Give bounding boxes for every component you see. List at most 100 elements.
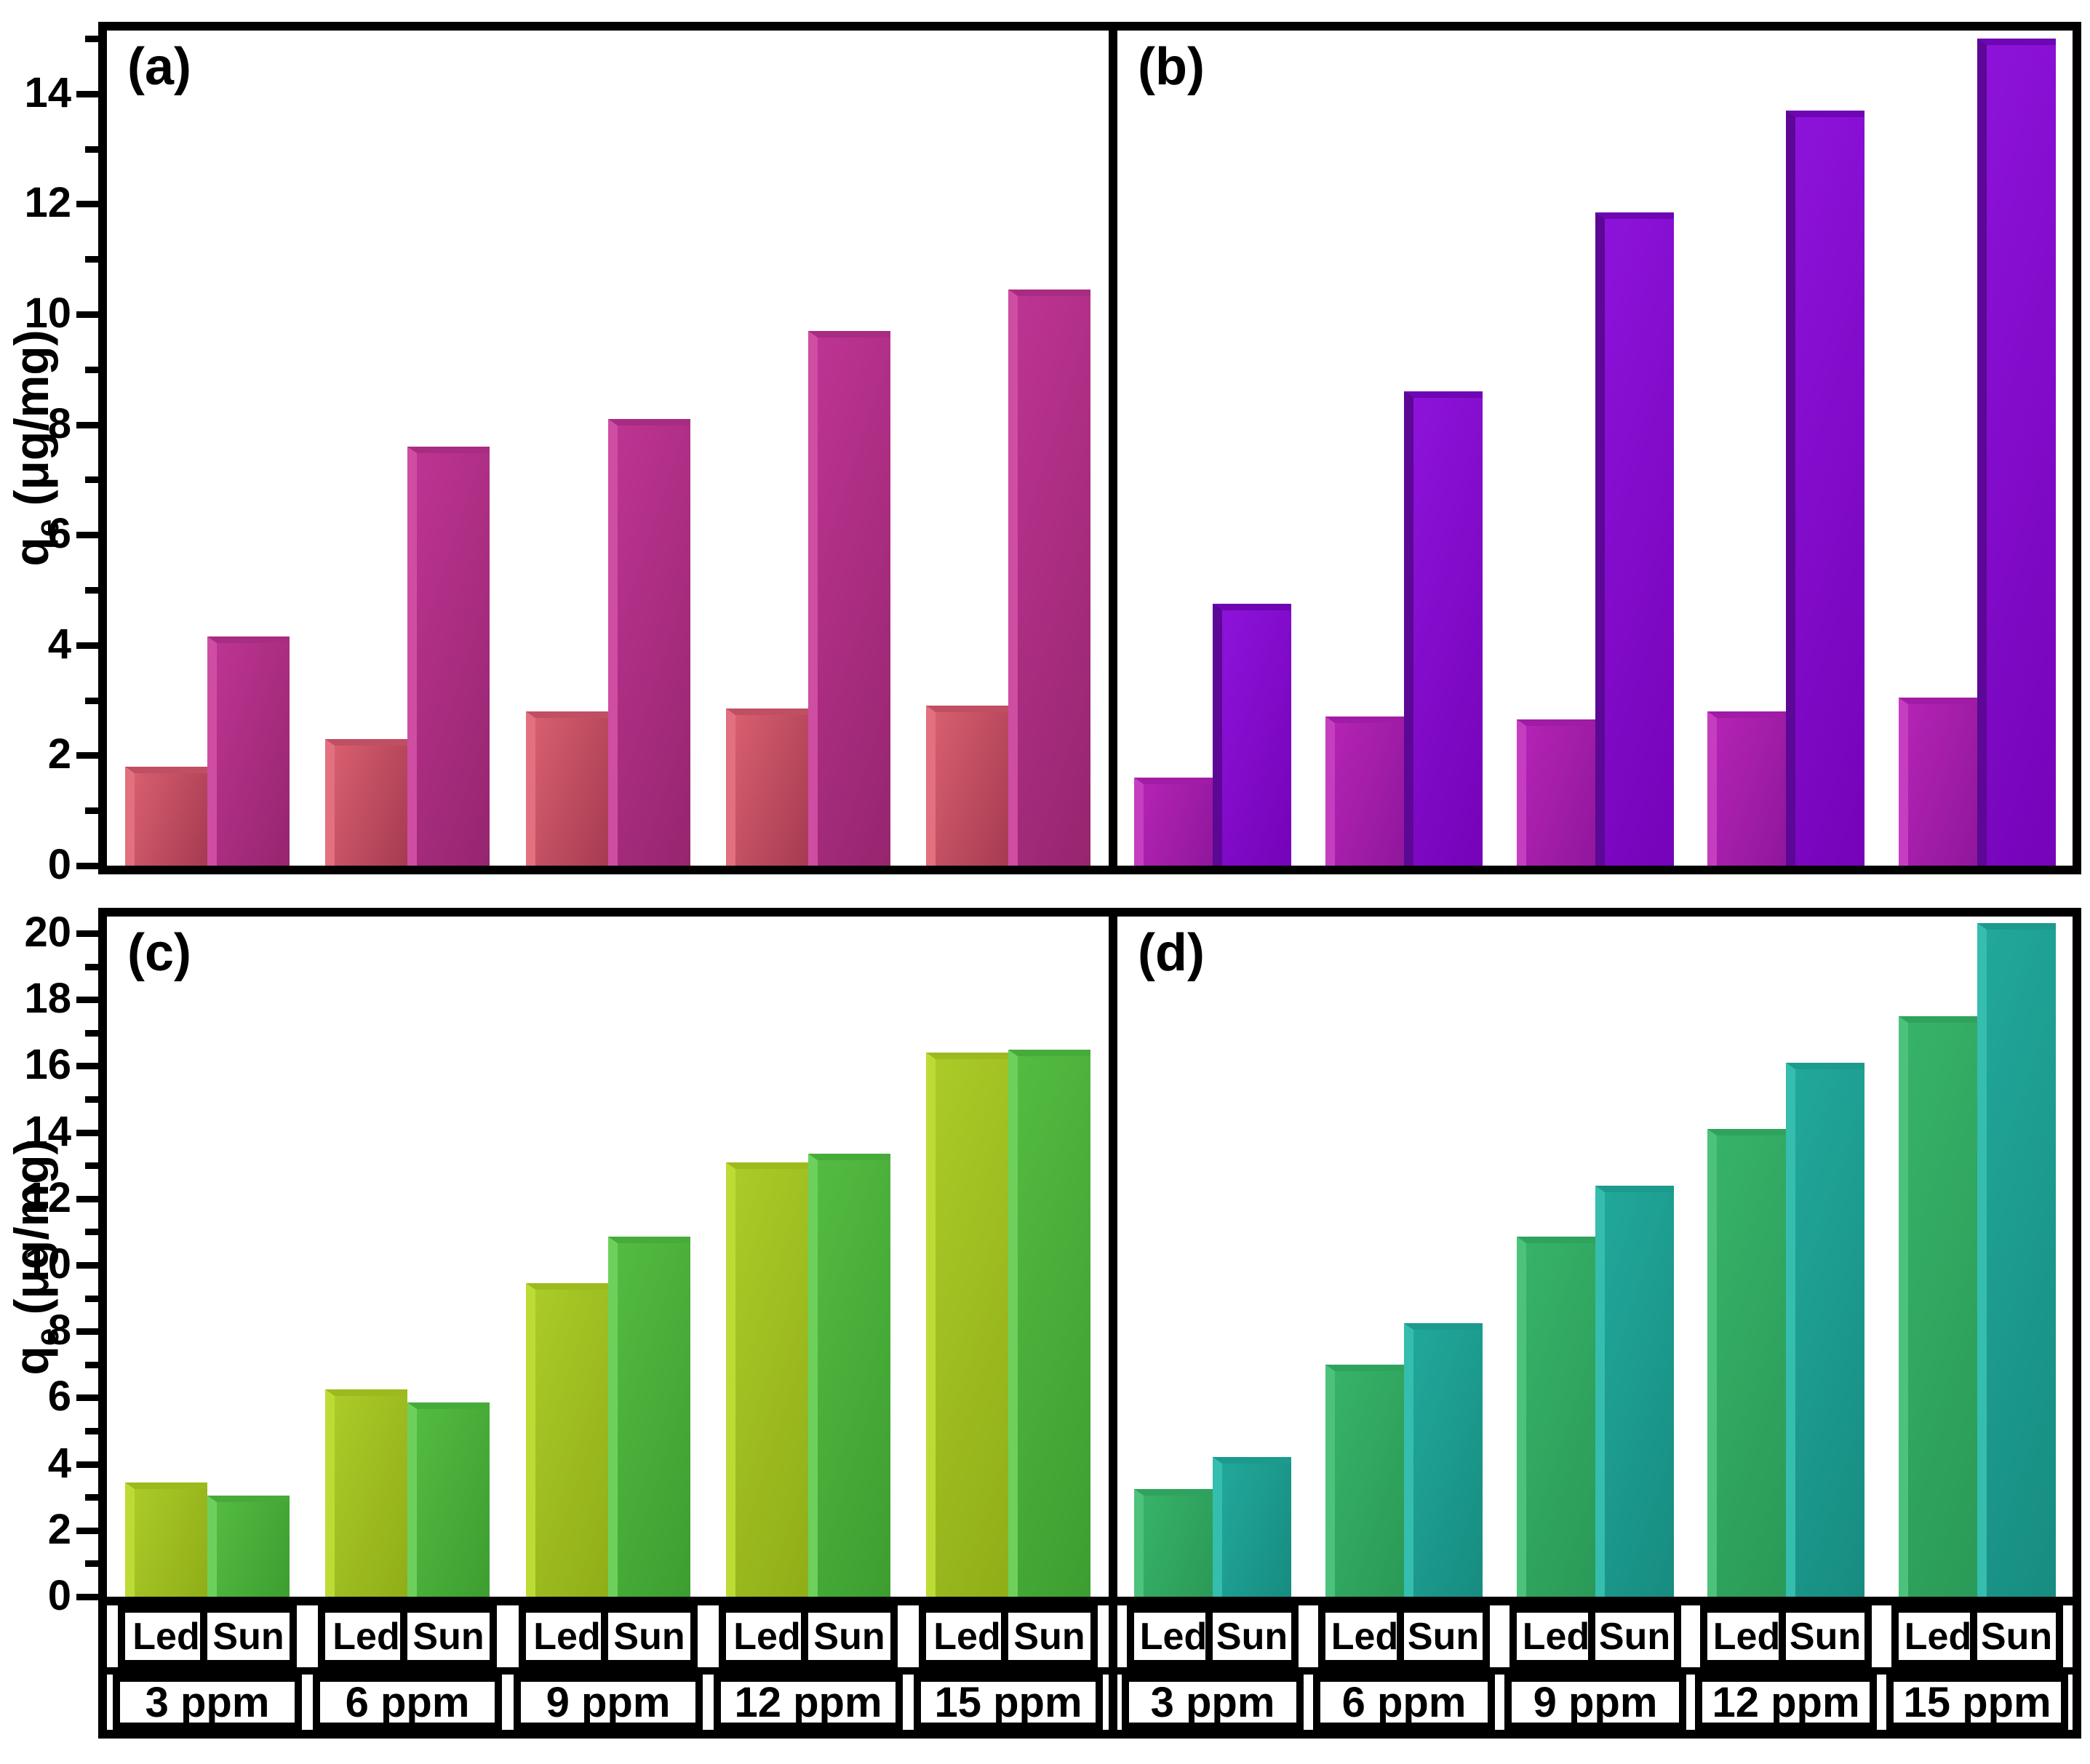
bar-c-led-9ppm	[525, 1283, 608, 1597]
bar-d-sun-15ppm	[1977, 923, 2056, 1597]
bar-c-led-15ppm	[926, 1053, 1009, 1597]
bar-c-led-6ppm	[325, 1389, 408, 1597]
sublabel-cell-d-6ppm-led: Led	[1318, 1605, 1411, 1667]
ytick-label-top_row-10: 10	[24, 290, 71, 337]
bar-b-led-9ppm	[1516, 719, 1595, 866]
ytick-label-top_row-12: 12	[24, 179, 71, 227]
group-cell-c-9ppm: 9 ppm	[514, 1675, 703, 1730]
ytick-major-top_row-14	[76, 90, 98, 97]
sublabel-cell-d-3ppm-sun: Sun	[1205, 1605, 1299, 1667]
panel-letter-b: (b)	[1138, 38, 1205, 96]
ytick-minor-top_row-15	[85, 36, 98, 42]
sublabel-cell-c-12ppm-sun: Sun	[801, 1605, 898, 1667]
sublabel-cell-d-12ppm-led: Led	[1700, 1605, 1793, 1667]
ytick-major-bottom_row-20	[76, 930, 98, 937]
ytick-minor-bottom_row-13	[85, 1162, 98, 1170]
ytick-minor-bottom_row-7	[85, 1361, 98, 1368]
ytick-minor-top_row-1	[85, 807, 98, 815]
ytick-major-bottom_row-16	[76, 1063, 98, 1070]
ytick-label-bottom_row-14: 14	[24, 1107, 71, 1155]
ytick-major-top_row-0	[76, 863, 98, 869]
bar-b-led-6ppm	[1325, 717, 1404, 866]
ytick-major-bottom_row-10	[76, 1262, 98, 1269]
ytick-major-bottom_row-6	[76, 1394, 98, 1402]
ytick-label-bottom_row-4: 4	[47, 1439, 71, 1487]
bar-c-sun-3ppm	[207, 1496, 290, 1597]
group-cell-c-15ppm: 15 ppm	[914, 1675, 1103, 1730]
bar-a-led-9ppm	[525, 711, 608, 866]
ytick-minor-bottom_row-5	[85, 1428, 98, 1434]
ytick-minor-top_row-7	[85, 476, 98, 484]
ytick-minor-bottom_row-15	[85, 1096, 98, 1103]
ytick-label-bottom_row-18: 18	[24, 975, 71, 1023]
bar-c-sun-12ppm	[807, 1154, 890, 1597]
bottom-x-axis-line	[98, 1597, 2081, 1605]
sublabel-cell-c-3ppm-sun: Sun	[200, 1605, 297, 1667]
bar-d-led-12ppm	[1707, 1129, 1787, 1597]
bar-c-sun-15ppm	[1008, 1050, 1091, 1597]
sublabel-cell-c-15ppm-sun: Sun	[1001, 1605, 1098, 1667]
bar-b-sun-15ppm	[1977, 39, 2056, 866]
bar-b-sun-9ppm	[1595, 212, 1674, 866]
ytick-major-top_row-8	[76, 421, 98, 428]
ytick-major-bottom_row-18	[76, 997, 98, 1004]
sublabel-cell-d-6ppm-sun: Sun	[1397, 1605, 1490, 1667]
ytick-major-top_row-2	[76, 752, 98, 759]
ytick-label-bottom_row-20: 20	[24, 909, 71, 956]
ytick-major-bottom_row-14	[76, 1129, 98, 1136]
group-cell-d-12ppm: 12 ppm	[1695, 1675, 1877, 1730]
bar-a-sun-6ppm	[407, 447, 490, 866]
top-panels-frame	[98, 22, 2081, 874]
bar-b-sun-12ppm	[1786, 111, 1865, 866]
bar-a-sun-3ppm	[207, 636, 290, 866]
group-cell-d-3ppm: 3 ppm	[1122, 1675, 1304, 1730]
ytick-label-bottom_row-0: 0	[47, 1572, 71, 1619]
group-cell-d-6ppm: 6 ppm	[1313, 1675, 1495, 1730]
label-rows-separator	[98, 1667, 2081, 1675]
bar-d-sun-9ppm	[1595, 1186, 1674, 1597]
bar-c-led-3ppm	[124, 1482, 207, 1597]
ytick-label-bottom_row-12: 12	[24, 1173, 71, 1221]
sublabel-cell-c-9ppm-led: Led	[519, 1605, 615, 1667]
panel-letter-a: (a)	[127, 38, 191, 96]
ytick-label-top_row-8: 8	[47, 399, 71, 447]
bar-a-led-3ppm	[124, 767, 207, 866]
ytick-major-bottom_row-4	[76, 1461, 98, 1468]
panel-letter-d: (d)	[1138, 924, 1205, 982]
bar-d-sun-3ppm	[1213, 1457, 1292, 1597]
bottom-panels-frame	[98, 908, 2081, 1739]
ytick-minor-top_row-5	[85, 587, 98, 594]
ytick-minor-top_row-13	[85, 145, 98, 153]
ytick-minor-bottom_row-19	[85, 963, 98, 970]
bar-a-led-6ppm	[325, 739, 408, 866]
ytick-label-bottom_row-2: 2	[47, 1505, 71, 1553]
sublabel-cell-d-9ppm-sun: Sun	[1588, 1605, 1681, 1667]
ytick-major-top_row-10	[76, 311, 98, 318]
bar-b-led-12ppm	[1707, 711, 1787, 866]
bar-a-sun-12ppm	[807, 331, 890, 866]
ytick-minor-bottom_row-9	[85, 1295, 98, 1302]
ytick-major-top_row-4	[76, 642, 98, 649]
bar-d-sun-6ppm	[1403, 1323, 1483, 1597]
bar-d-led-6ppm	[1325, 1365, 1404, 1597]
bar-a-sun-9ppm	[607, 419, 690, 866]
sublabel-cell-c-6ppm-sun: Sun	[400, 1605, 497, 1667]
ytick-label-top_row-2: 2	[47, 730, 71, 778]
ytick-label-top_row-14: 14	[24, 68, 71, 116]
ytick-label-bottom_row-10: 10	[24, 1240, 71, 1288]
group-cell-d-15ppm: 15 ppm	[1886, 1675, 2068, 1730]
sublabel-cell-c-15ppm-led: Led	[919, 1605, 1016, 1667]
sublabel-cell-d-12ppm-sun: Sun	[1779, 1605, 1872, 1667]
bar-c-led-12ppm	[725, 1162, 808, 1597]
sublabel-cell-d-15ppm-sun: Sun	[1970, 1605, 2063, 1667]
bar-a-led-15ppm	[926, 706, 1009, 866]
ytick-label-top_row-4: 4	[47, 620, 71, 668]
group-cell-c-12ppm: 12 ppm	[714, 1675, 903, 1730]
ytick-minor-bottom_row-11	[85, 1229, 98, 1236]
bar-c-sun-6ppm	[407, 1402, 490, 1597]
group-cell-d-9ppm: 9 ppm	[1504, 1675, 1686, 1730]
bar-a-led-12ppm	[725, 709, 808, 866]
ytick-label-bottom_row-8: 8	[47, 1306, 71, 1354]
ytick-major-bottom_row-2	[76, 1527, 98, 1534]
